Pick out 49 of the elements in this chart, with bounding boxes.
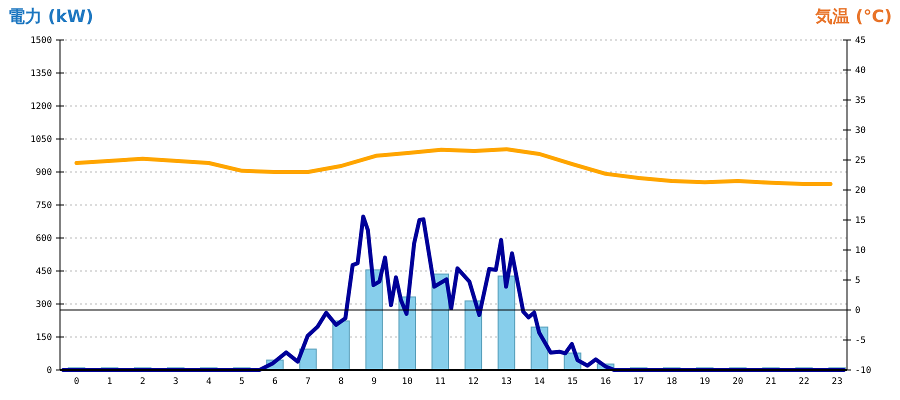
y2-tick-label: 5 (855, 276, 860, 286)
x-tick-label: 20 (732, 377, 744, 387)
y-tick-label: 1200 (30, 102, 52, 112)
x-tick-label: 19 (699, 377, 710, 387)
y-tick-label: 750 (36, 201, 52, 211)
y2-tick-label: 10 (855, 246, 866, 256)
y2-axis-title: 気温 (°C) (814, 7, 892, 27)
y-tick-label: 0 (46, 366, 52, 376)
y-tick-label: 600 (36, 234, 52, 244)
x-tick-label: 14 (534, 377, 545, 387)
x-tick-label: 21 (766, 377, 776, 387)
x-tick-label: 11 (434, 377, 446, 387)
y2-tick-label: 0 (855, 306, 860, 316)
y2-tick-label: 20 (855, 186, 866, 196)
x-tick-label: 10 (402, 377, 413, 387)
y-tick-label: 450 (36, 267, 52, 277)
x-tick-label: 22 (798, 377, 810, 387)
x-tick-label: 0 (74, 377, 80, 387)
x-tick-label: 4 (206, 377, 212, 387)
x-tick-label: 5 (239, 377, 245, 387)
x-tick-label: 3 (173, 377, 178, 387)
y2-tick-label: 30 (855, 126, 866, 136)
y2-tick-label: 40 (855, 66, 866, 76)
y-axis-title: 電力 (kW) (8, 7, 94, 27)
x-tick-label: 13 (500, 377, 512, 387)
x-tick-label: 2 (140, 377, 146, 387)
x-tick-label: 9 (371, 377, 377, 387)
y2-tick-label: 35 (855, 96, 866, 106)
x-tick-label: 17 (633, 377, 644, 387)
y-tick-label: 1050 (30, 135, 52, 145)
x-tick-label: 6 (272, 377, 278, 387)
y2-tick-label: -5 (855, 336, 866, 346)
y2-tick-label: 45 (855, 36, 866, 46)
x-tick-label: 8 (338, 377, 344, 387)
x-tick-label: 7 (305, 377, 311, 387)
y-tick-label: 900 (36, 168, 52, 178)
x-tick-label: 23 (832, 377, 842, 387)
y-tick-label: 1350 (30, 69, 52, 79)
x-tick-label: 12 (468, 377, 479, 387)
y-tick-label: 150 (36, 333, 52, 343)
y-tick-label: 1500 (30, 36, 52, 46)
x-tick-label: 18 (666, 377, 678, 387)
x-tick-label: 16 (600, 377, 612, 387)
y2-tick-label: 15 (855, 216, 866, 226)
y2-tick-label: -10 (855, 366, 872, 376)
x-tick-label: 1 (106, 377, 112, 387)
y-tick-label: 300 (36, 300, 52, 310)
y2-tick-label: 25 (855, 156, 866, 166)
x-tick-label: 15 (567, 377, 578, 387)
